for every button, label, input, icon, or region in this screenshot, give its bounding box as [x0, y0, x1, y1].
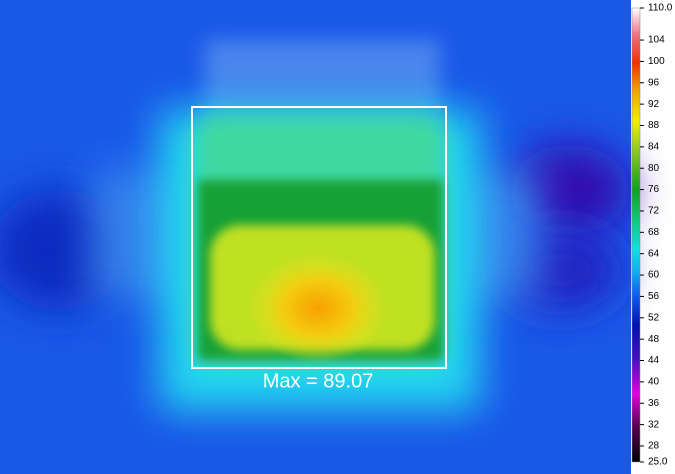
roi-box — [191, 106, 447, 369]
tick-label: 44 — [648, 355, 660, 366]
tick-label: 92 — [648, 99, 660, 110]
tick-label: 88 — [648, 120, 660, 131]
colorbar — [631, 7, 641, 463]
tick-label: 72 — [648, 206, 660, 217]
tick-label: 64 — [648, 248, 660, 259]
tick-label: 100 — [648, 56, 665, 67]
tick-label: 104 — [648, 35, 665, 46]
tick-label: 110.0 — [648, 3, 673, 14]
tick-label: 25.0 — [648, 457, 668, 468]
tick-label: 32 — [648, 419, 660, 430]
tick-label: 68 — [648, 227, 660, 238]
tick-label: 28 — [648, 441, 660, 452]
tick-label: 84 — [648, 142, 660, 153]
tick-label: 60 — [648, 270, 660, 281]
colorbar-ticks: 110.0 104 100 96 92 88 84 80 76 72 68 64 60 56 52 48 44 4… — [640, 3, 673, 468]
tick-label: 96 — [648, 77, 660, 88]
thermal-image — [0, 0, 631, 474]
max-annotation: Max = 89.07 — [263, 370, 374, 392]
tick-label: 56 — [648, 291, 660, 302]
tick-label: 48 — [648, 334, 660, 345]
tick-label: 36 — [648, 398, 660, 409]
tick-label: 52 — [648, 312, 660, 323]
tick-label: 40 — [648, 377, 660, 388]
tick-label: 80 — [648, 163, 660, 174]
tick-label: 76 — [648, 184, 660, 195]
